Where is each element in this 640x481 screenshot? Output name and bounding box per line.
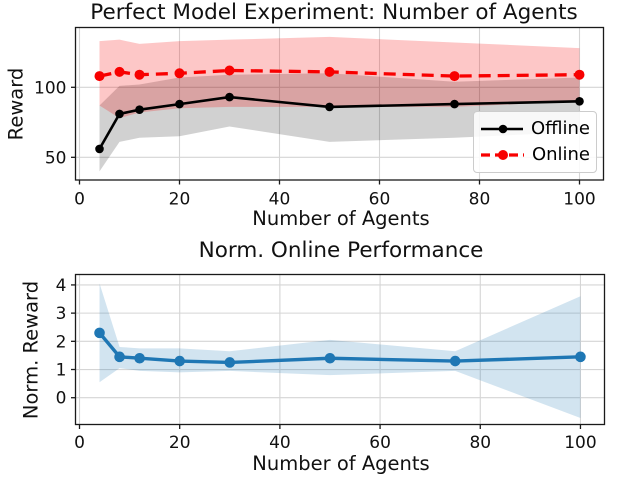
- x-tick-label: 0: [74, 190, 85, 210]
- y-tick-label: 4: [56, 276, 67, 296]
- top-chart-ylabel: Reward: [4, 67, 28, 141]
- y-tick-label: 3: [56, 304, 67, 324]
- y-tick-label: 50: [45, 148, 67, 168]
- offline-marker: [450, 99, 459, 109]
- norm-online-marker: [174, 355, 185, 367]
- offline-marker: [575, 96, 584, 106]
- x-tick-label: 100: [564, 433, 596, 453]
- norm-online-marker: [94, 327, 105, 339]
- top-chart-title: Perfect Model Experiment: Number of Agen…: [90, 0, 578, 25]
- axes-frame: [74, 26, 605, 181]
- norm-online-band: [99, 283, 581, 419]
- x-tick-label: 20: [169, 190, 191, 210]
- x-tick-label: 80: [469, 433, 491, 453]
- norm-online-marker: [114, 351, 125, 363]
- legend-label-offline: Offline: [530, 118, 590, 139]
- online-marker: [174, 68, 185, 79]
- x-tick-label: 40: [269, 190, 291, 210]
- bottom-chart-xlabel: Number of Agents: [252, 452, 430, 475]
- legend-box: Offline Online: [473, 111, 597, 173]
- y-tick-label: 100: [34, 78, 66, 98]
- online-marker: [94, 71, 105, 82]
- online-marker: [449, 71, 460, 82]
- top-chart-xlabel: Number of Agents: [252, 207, 430, 230]
- y-tick-label: 2: [56, 332, 67, 352]
- online-marker: [324, 66, 335, 77]
- x-tick-label: 40: [269, 433, 291, 453]
- norm-online-marker: [224, 357, 236, 368]
- legend-row-offline: Offline: [480, 120, 590, 138]
- x-tick-label: 0: [74, 433, 85, 453]
- norm-online-marker: [449, 355, 461, 367]
- offline-marker: [175, 99, 184, 109]
- x-tick-label: 60: [369, 190, 391, 210]
- bottom-chart-ylabel: Norm. Reward: [19, 280, 43, 420]
- norm-online-marker: [324, 352, 336, 364]
- online-marker: [114, 66, 125, 77]
- norm-online-marker: [575, 351, 586, 363]
- norm-online-marker: [134, 352, 145, 364]
- online-marker: [134, 69, 145, 80]
- legend-row-online: Online: [480, 146, 590, 164]
- online-marker: [224, 65, 235, 76]
- x-tick-label: 60: [369, 433, 391, 453]
- bottom-chart: 0 20 40 60 80 100 0 1 2 3 4: [56, 273, 606, 453]
- offline-marker: [225, 92, 234, 102]
- axes-frame: [74, 273, 606, 426]
- y-tick-label: 1: [56, 361, 67, 381]
- offline-marker: [95, 144, 104, 154]
- offline-marker: [325, 102, 334, 112]
- online-marker: [574, 69, 585, 80]
- y-tick-label: 0: [56, 389, 67, 409]
- x-tick-label: 20: [169, 433, 191, 453]
- offline-line-sample-icon: [481, 124, 523, 134]
- x-tick-label: 100: [563, 190, 595, 210]
- offline-marker: [115, 109, 124, 119]
- bottom-chart-title: Norm. Online Performance: [198, 238, 484, 263]
- top-chart: 0 20 40 60 80 100 50 100: [34, 26, 605, 210]
- legend-label-online: Online: [531, 144, 590, 165]
- x-tick-label: 80: [469, 190, 491, 210]
- offline-marker: [135, 105, 144, 115]
- online-line-sample-icon: [481, 150, 524, 160]
